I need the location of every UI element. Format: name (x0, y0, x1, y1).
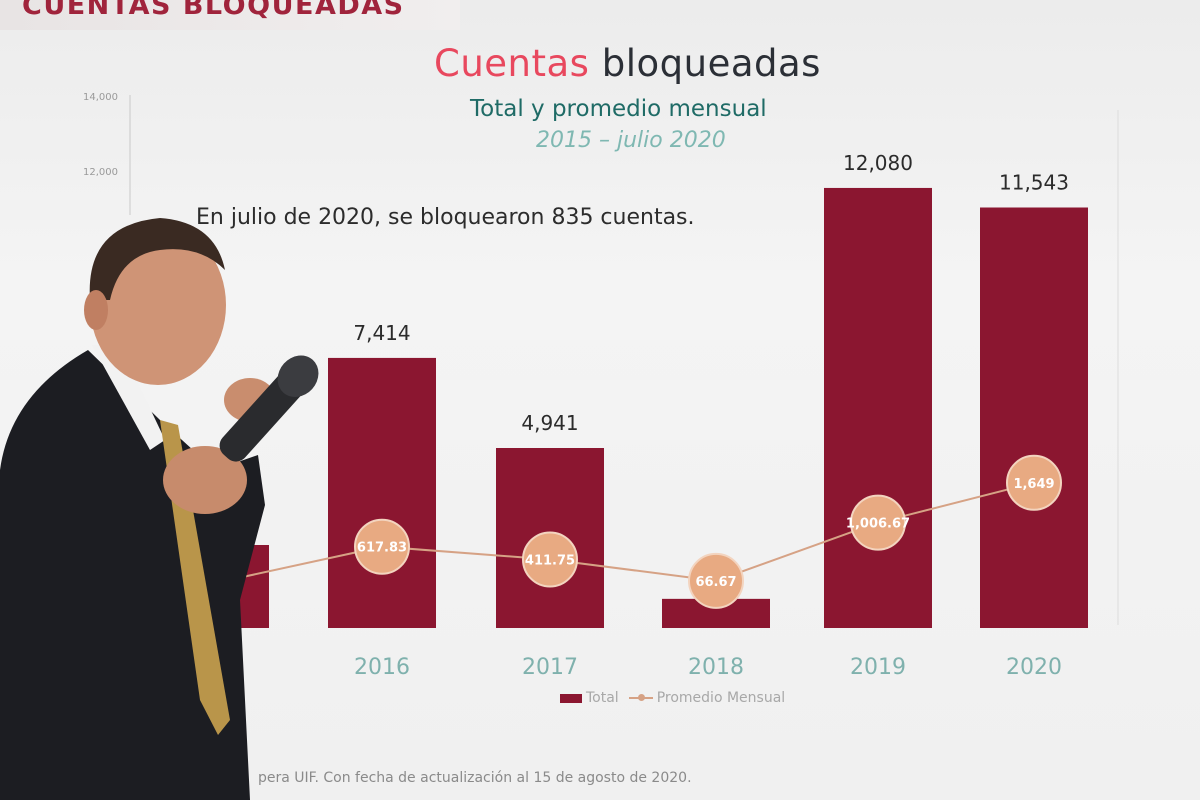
avg-point-2020 (1006, 454, 1062, 511)
speaker-hand (163, 446, 247, 514)
bar-2016 (328, 357, 436, 628)
avg-point-2017 (522, 531, 578, 588)
speaker-shirt (92, 345, 165, 450)
legend-avg-label: Promedio Mensual (656, 690, 786, 706)
avg-point-2016 (354, 518, 410, 575)
legend-total-swatch (560, 693, 582, 703)
chart-note: En julio de 2020, se bloquearon 835 cuen… (196, 205, 695, 230)
title-part-2: bloqueadas (601, 42, 821, 85)
slide-header-bar (0, 0, 460, 30)
chart-title: Cuentas bloqueadas (434, 42, 821, 85)
avg-point-label: 617.83 (357, 541, 407, 556)
left-axis-tick: 12,000 (83, 167, 118, 178)
bar-value-label: 4,941 (521, 411, 578, 435)
source-note: pera UIF. Con fecha de actualización al … (258, 770, 692, 786)
title-part-1: Cuentas (434, 42, 590, 85)
chart-period: 2015 – julio 2020 (536, 128, 726, 153)
legend-total-label: Total (586, 690, 619, 706)
chart-subtitle: Total y promedio mensual (470, 96, 767, 122)
bar-2020 (980, 207, 1088, 628)
x-tick-label: 2016 (354, 655, 410, 680)
chart-legend: Total Promedio Mensual (560, 690, 785, 706)
avg-point-2018 (688, 552, 744, 609)
bar-2019 (824, 187, 932, 628)
microphone (219, 355, 319, 462)
legend-avg-swatch (628, 694, 653, 701)
x-tick-label: 2020 (1006, 655, 1062, 680)
avg-point-label: 66.67 (695, 575, 736, 590)
slide-header: CUENTAS BLOQUEADAS (22, 0, 405, 21)
left-axis-tick: 14,000 (83, 92, 118, 103)
bar-value-label: 7,414 (353, 321, 410, 345)
bar-value-label: 12,080 (843, 151, 913, 175)
speaker-ear (84, 290, 108, 330)
x-tick-label: 2019 (850, 655, 906, 680)
avg-point-2019 (850, 494, 906, 551)
speaker-hair (89, 218, 225, 300)
avg-point-label: 1,649 (1013, 477, 1054, 492)
x-tick-label: 2018 (688, 655, 744, 680)
x-tick-label: 2017 (522, 655, 578, 680)
avg-point-label: 411.75 (525, 553, 575, 568)
bar-value-label: 11,543 (999, 171, 1069, 195)
avg-point-label: 1,006.67 (846, 517, 910, 532)
